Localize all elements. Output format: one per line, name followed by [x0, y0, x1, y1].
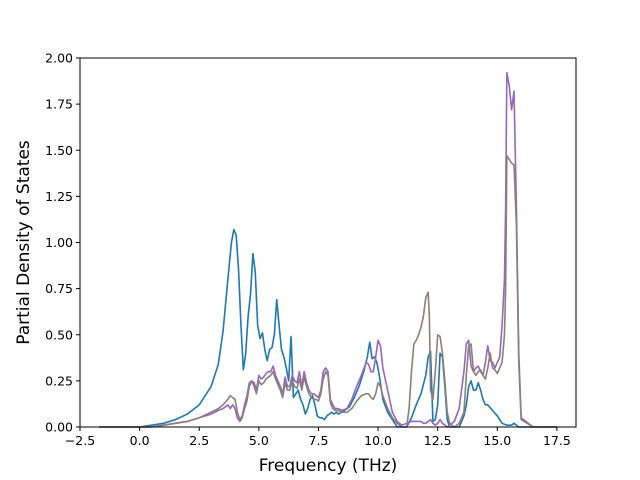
- y-tick-label: 0.25: [45, 373, 73, 388]
- y-tick-label: 0.75: [45, 281, 73, 296]
- x-tick-label: 7.5: [309, 433, 329, 448]
- x-axis-label: Frequency (THz): [259, 456, 398, 476]
- y-tick-label: 1.25: [45, 189, 73, 204]
- series-layer: [99, 71, 557, 428]
- y-tick-label: 1.75: [45, 97, 73, 112]
- x-tick-label: 17.5: [543, 433, 571, 448]
- y-tick-label: 0.50: [45, 327, 73, 342]
- x-tick-label: −2.5: [65, 433, 95, 448]
- axes-frame: [79, 57, 577, 428]
- x-axis-ticks: −2.5 0.0 2.5 5.0 7.5 10.0 12.5 15.0 17.5: [65, 427, 571, 448]
- y-tick-label: 1.50: [45, 143, 73, 158]
- y-tick-label: 2.00: [45, 51, 73, 66]
- y-tick-label: 0.00: [45, 420, 73, 435]
- x-tick-label: 0.0: [130, 433, 150, 448]
- y-axis-ticks: 0.00 0.25 0.50 0.75 1.00 1.25 1.50 1.75 2.00: [45, 51, 80, 435]
- x-tick-label: 12.5: [424, 433, 452, 448]
- x-tick-label: 2.5: [189, 433, 209, 448]
- series-line-3: [99, 154, 557, 428]
- series-line-1: [99, 228, 557, 428]
- x-tick-label: 10.0: [364, 433, 392, 448]
- y-tick-label: 1.00: [45, 235, 73, 250]
- x-tick-label: 15.0: [483, 433, 511, 448]
- y-axis-label: Partial Density of States: [14, 140, 34, 345]
- x-tick-label: 5.0: [249, 433, 269, 448]
